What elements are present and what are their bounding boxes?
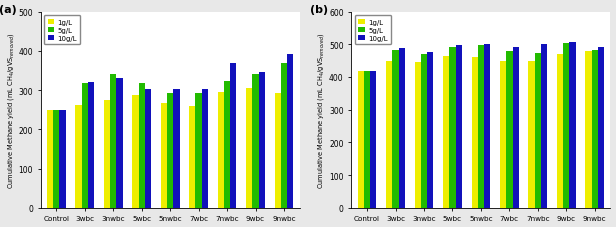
Bar (224, 82, 230, 208)
Bar (427, 53, 434, 208)
Bar (370, 72, 376, 208)
Bar (358, 72, 364, 208)
Bar (53, 111, 59, 208)
Text: (a): (a) (0, 5, 17, 15)
Bar (591, 51, 598, 208)
Bar (167, 93, 173, 208)
Y-axis label: Cumulative Methane yield (mL CH$_4$/gVS$_{removed}$): Cumulative Methane yield (mL CH$_4$/gVS$… (317, 32, 326, 188)
Text: (b): (b) (310, 5, 328, 15)
Bar (541, 44, 547, 208)
Bar (195, 93, 201, 208)
Bar (139, 84, 145, 208)
Bar (364, 72, 370, 208)
Bar (421, 55, 427, 208)
Bar (484, 44, 490, 208)
Bar (246, 89, 253, 208)
Bar (478, 46, 484, 208)
Bar (75, 105, 81, 208)
Bar (116, 78, 123, 208)
Bar (500, 61, 506, 208)
Bar (569, 43, 576, 208)
Bar (456, 46, 462, 208)
Bar (259, 72, 265, 208)
Bar (535, 54, 541, 208)
Bar (471, 58, 478, 208)
Bar (253, 75, 259, 208)
Bar (173, 90, 179, 208)
Y-axis label: Cumulative Methane yield (mL CH$_4$/gVS$_{removed}$): Cumulative Methane yield (mL CH$_4$/gVS$… (6, 32, 15, 188)
Bar (598, 48, 604, 208)
Bar (392, 51, 399, 208)
Bar (529, 62, 535, 208)
Bar (104, 100, 110, 208)
Bar (88, 83, 94, 208)
Bar (110, 74, 116, 208)
Bar (287, 54, 293, 208)
Bar (281, 63, 287, 208)
Bar (399, 49, 405, 208)
Bar (557, 55, 563, 208)
Bar (230, 64, 237, 208)
Bar (81, 84, 88, 208)
Bar (275, 93, 281, 208)
Bar (585, 52, 591, 208)
Bar (161, 103, 167, 208)
Legend: 1g/L, 5g/L, 10g/L: 1g/L, 5g/L, 10g/L (44, 16, 80, 45)
Bar (449, 47, 456, 208)
Bar (443, 57, 449, 208)
Bar (189, 106, 195, 208)
Bar (47, 111, 53, 208)
Legend: 1g/L, 5g/L, 10g/L: 1g/L, 5g/L, 10g/L (355, 16, 391, 45)
Bar (132, 95, 139, 208)
Bar (506, 52, 513, 208)
Bar (513, 47, 519, 208)
Bar (415, 63, 421, 208)
Bar (145, 90, 151, 208)
Bar (386, 62, 392, 208)
Bar (201, 90, 208, 208)
Bar (217, 93, 224, 208)
Bar (563, 44, 569, 208)
Bar (59, 111, 66, 208)
